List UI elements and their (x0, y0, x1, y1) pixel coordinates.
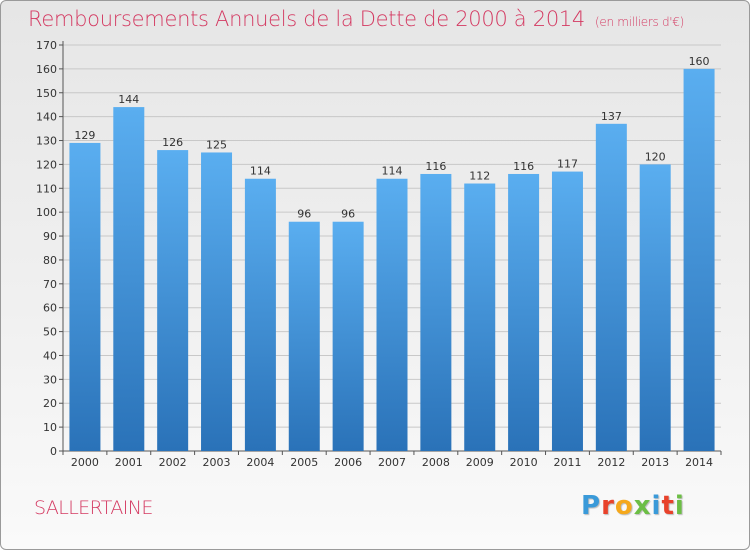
data-label: 137 (601, 110, 622, 123)
x-tick-label: 2012 (597, 456, 625, 469)
logo-letter: o (614, 491, 634, 521)
x-tick-label: 2003 (203, 456, 231, 469)
x-tick-label: 2005 (290, 456, 318, 469)
bar (113, 107, 145, 451)
data-label: 114 (382, 165, 403, 178)
x-tick-label: 2008 (422, 456, 450, 469)
y-tick-label: 30 (43, 373, 57, 386)
y-tick-label: 100 (36, 206, 57, 219)
bar (244, 178, 276, 451)
y-tick-label: 70 (43, 278, 57, 291)
data-label: 117 (557, 158, 578, 171)
bar (464, 183, 496, 452)
y-tick-label: 50 (43, 326, 57, 339)
y-tick-label: 170 (36, 39, 57, 52)
y-tick-label: 40 (43, 349, 57, 362)
x-tick-label: 2009 (466, 456, 494, 469)
y-tick-label: 160 (36, 63, 57, 76)
y-tick-label: 110 (36, 182, 57, 195)
bar (201, 152, 233, 451)
x-tick-label: 2010 (510, 456, 538, 469)
bar (420, 173, 452, 451)
data-label: 125 (206, 138, 227, 151)
logo-letter: x (633, 491, 652, 521)
x-tick-label: 2004 (246, 456, 274, 469)
bar (157, 150, 189, 452)
bar (508, 173, 540, 451)
data-label: 120 (645, 150, 666, 163)
city-name: SALLERTAINE (34, 497, 153, 519)
data-label: 114 (250, 165, 271, 178)
data-label: 116 (425, 160, 446, 173)
y-tick-label: 80 (43, 254, 57, 267)
x-tick-label: 2002 (159, 456, 187, 469)
y-tick-label: 20 (43, 397, 57, 410)
x-tick-label: 2006 (334, 456, 362, 469)
data-label: 96 (341, 208, 355, 221)
bar (332, 221, 364, 451)
x-tick-label: 2001 (115, 456, 143, 469)
x-tick-label: 2014 (685, 456, 713, 469)
x-tick-label: 2000 (71, 456, 99, 469)
logo-letter: r (601, 491, 615, 521)
data-label: 96 (297, 208, 311, 221)
x-tick-label: 2013 (641, 456, 669, 469)
data-label: 116 (513, 160, 534, 173)
bar (683, 68, 715, 451)
chart-title: Remboursements Annuels de la Dette de 20… (28, 7, 684, 31)
y-tick-label: 90 (43, 230, 57, 243)
value-labels: 129 144 126 125 114 96 96 114 116 112 116 117 137 120… (74, 55, 709, 221)
y-tick-label: 150 (36, 87, 57, 100)
chart-title-text: Remboursements Annuels de la Dette de 20… (28, 7, 585, 31)
data-label: 126 (162, 136, 183, 149)
logo-letter: P (581, 491, 602, 521)
y-tick-label: 130 (36, 135, 57, 148)
bar (288, 221, 320, 451)
proxiti-logo: Proxiti (581, 491, 685, 521)
bar (69, 142, 101, 451)
y-tick-label: 0 (50, 445, 57, 458)
data-label: 129 (74, 129, 95, 142)
x-tick-label: 2011 (553, 456, 581, 469)
bar (595, 123, 627, 451)
y-tick-label: 10 (43, 421, 57, 434)
data-label: 144 (118, 93, 139, 106)
y-tick-label: 120 (36, 158, 57, 171)
bar (376, 178, 408, 451)
y-tick-label: 60 (43, 302, 57, 315)
logo-letter: i (674, 491, 685, 521)
y-tick-label: 140 (36, 111, 57, 124)
chart-unit: (en milliers d'€) (595, 15, 685, 29)
bar (551, 171, 583, 451)
x-tick-label: 2007 (378, 456, 406, 469)
data-label: 112 (469, 170, 490, 183)
bars (69, 68, 715, 452)
logo-letter: i (651, 491, 662, 521)
bar (639, 164, 671, 452)
axes: 0 10 20 30 40 50 60 70 80 90 100 110 120 130 140 150 160… (36, 39, 722, 469)
logo-letter: t (661, 491, 675, 521)
data-label: 160 (689, 55, 710, 68)
